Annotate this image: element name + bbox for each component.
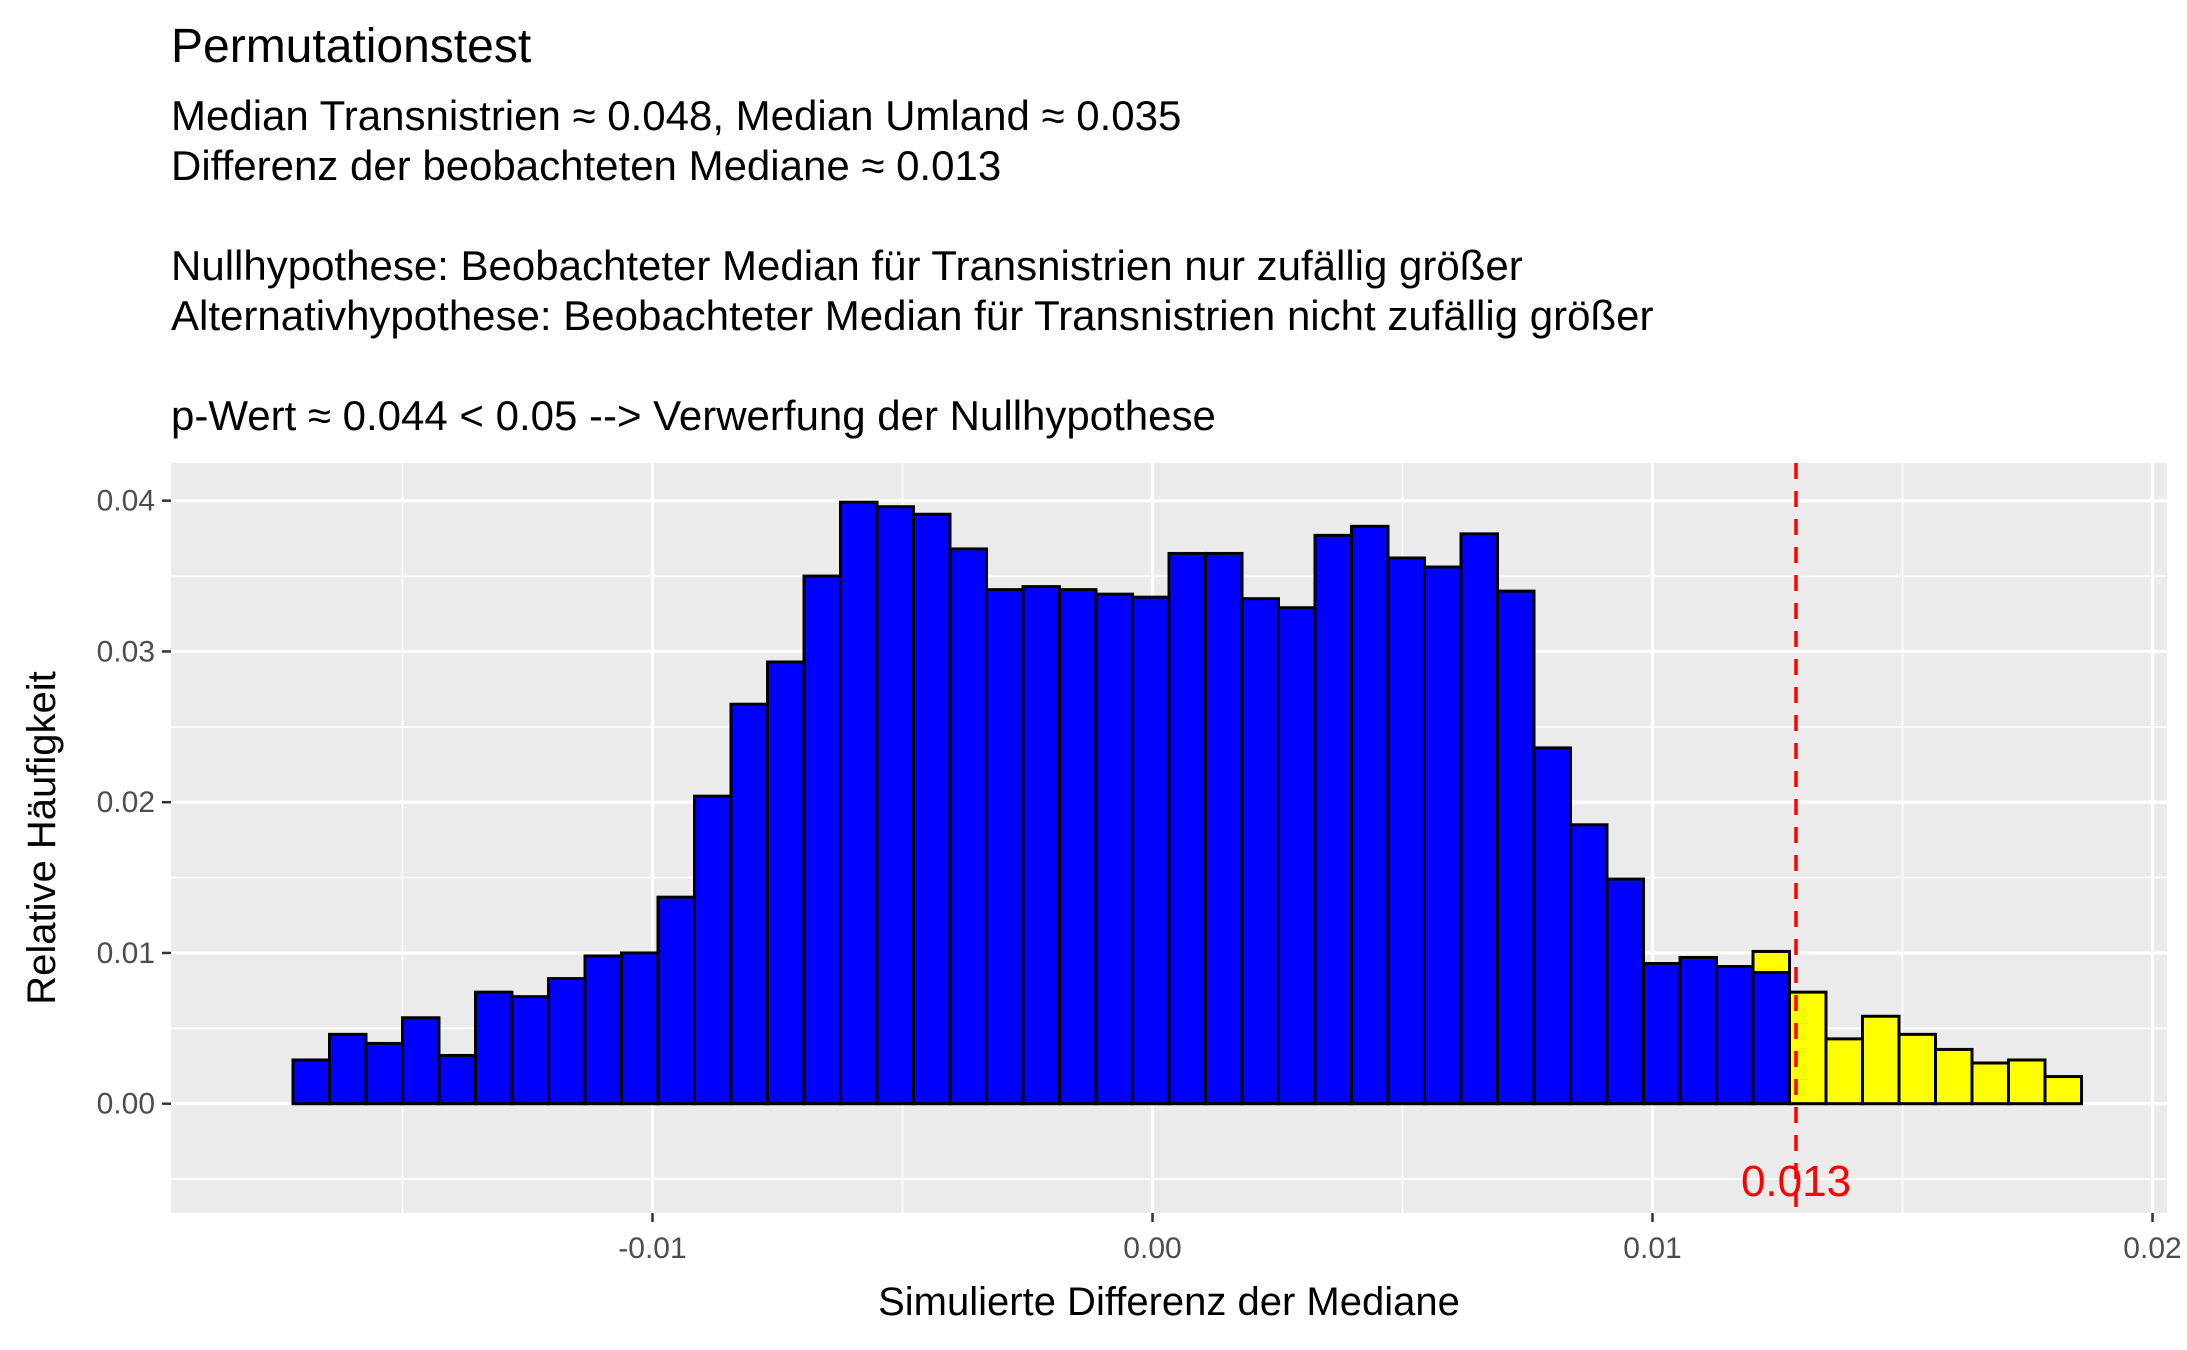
histogram-bar-extreme [1934, 1047, 1974, 1106]
subtitle-line: Median Transnistrien ≈ 0.048, Median Uml… [171, 92, 1181, 139]
histogram-bar-normal [1204, 551, 1244, 1106]
histogram-bar-normal [656, 895, 696, 1106]
histogram-bar-normal [1532, 746, 1572, 1106]
histogram-bar-normal [291, 1058, 331, 1106]
histogram-bar-normal [474, 990, 514, 1106]
histogram-bar-normal [328, 1032, 368, 1106]
histogram-bar-normal [1569, 823, 1609, 1106]
subtitle-line: Alternativhypothese: Beobachteter Median… [171, 292, 1653, 339]
histogram-bar-normal [766, 660, 806, 1106]
observed-difference-label: 0.013 [1741, 1157, 1851, 1206]
histogram-bar-normal [875, 505, 915, 1106]
histogram-bar-normal [1459, 532, 1499, 1106]
y-axis-ticks: 0.00 0.01 0.02 0.03 0.04 [97, 485, 171, 1121]
chart-subtitle: Median Transnistrien ≈ 0.048, Median Uml… [171, 92, 1653, 439]
histogram-bar-normal [1167, 551, 1207, 1106]
histogram-bar-normal [364, 1041, 404, 1106]
histogram-bar-normal [1496, 589, 1536, 1106]
histogram-bar-normal [1350, 524, 1390, 1106]
histogram-bar-normal [1423, 565, 1463, 1106]
histogram-bar-normal [1021, 585, 1061, 1106]
histogram-bar-normal [1678, 955, 1718, 1106]
x-tick-label: -0.01 [618, 1232, 686, 1265]
histogram-bar-normal [583, 954, 623, 1106]
histogram-bar-normal [1642, 962, 1682, 1106]
x-tick-label: 0.00 [1123, 1232, 1181, 1265]
histogram-bar-extreme [1970, 1061, 2010, 1106]
histogram-bar-normal [1715, 965, 1755, 1106]
histogram-bar-normal [547, 977, 587, 1106]
histogram-bar-normal [1131, 595, 1171, 1106]
histogram-bar-extreme [1861, 1014, 1901, 1106]
histogram-bar-normal [437, 1053, 477, 1106]
y-tick-label: 0.04 [97, 485, 155, 518]
y-tick-label: 0.01 [97, 937, 155, 970]
histogram-bar-normal [729, 702, 769, 1106]
histogram-bar-normal [401, 1016, 441, 1106]
histogram-bar-extreme [1897, 1032, 1937, 1106]
histogram-bars [291, 500, 2083, 1106]
histogram-bar-normal [1277, 606, 1317, 1106]
histogram-bar-normal [948, 547, 988, 1106]
histogram-bar-normal [693, 794, 733, 1106]
histogram-bar-normal [1094, 592, 1134, 1106]
chart-title: Permutationstest [171, 20, 531, 73]
subtitle-line: Differenz der beobachteten Mediane ≈ 0.0… [171, 142, 1001, 189]
histogram-bar-normal [510, 995, 550, 1106]
histogram-bar-normal [1313, 533, 1353, 1106]
histogram-bar-normal [1240, 597, 1280, 1106]
histogram-bar-extreme [2043, 1075, 2083, 1106]
histogram-bar-normal [1058, 588, 1098, 1106]
subtitle-line: Nullhypothese: Beobachteter Median für T… [171, 242, 1523, 289]
histogram-bar-normal [620, 951, 660, 1106]
y-axis-title: Relative Häufigkeit [20, 671, 64, 1005]
histogram-bar-extreme [2007, 1058, 2047, 1106]
histogram-bar-normal [802, 574, 842, 1106]
histogram-bar-normal [839, 500, 879, 1106]
histogram-bar-normal [1751, 971, 1791, 1106]
x-axis-ticks: -0.01 0.00 0.01 0.02 [618, 1213, 2182, 1265]
y-tick-label: 0.02 [97, 786, 155, 819]
x-axis-title: Simulierte Differenz der Mediane [878, 1280, 1460, 1324]
histogram-bar-normal [912, 512, 952, 1106]
histogram-bar-normal [985, 588, 1025, 1106]
histogram-bar-extreme [1824, 1037, 1864, 1106]
y-tick-label: 0.00 [97, 1088, 155, 1121]
histogram-bar-normal [1605, 877, 1645, 1106]
y-tick-label: 0.03 [97, 635, 155, 668]
x-tick-label: 0.01 [1623, 1232, 1681, 1265]
subtitle-line: p-Wert ≈ 0.044 < 0.05 --> Verwerfung der… [171, 392, 1216, 439]
histogram-bar-extreme [1751, 949, 1791, 975]
histogram-bar-normal [1386, 556, 1426, 1106]
x-tick-label: 0.02 [2123, 1232, 2181, 1265]
